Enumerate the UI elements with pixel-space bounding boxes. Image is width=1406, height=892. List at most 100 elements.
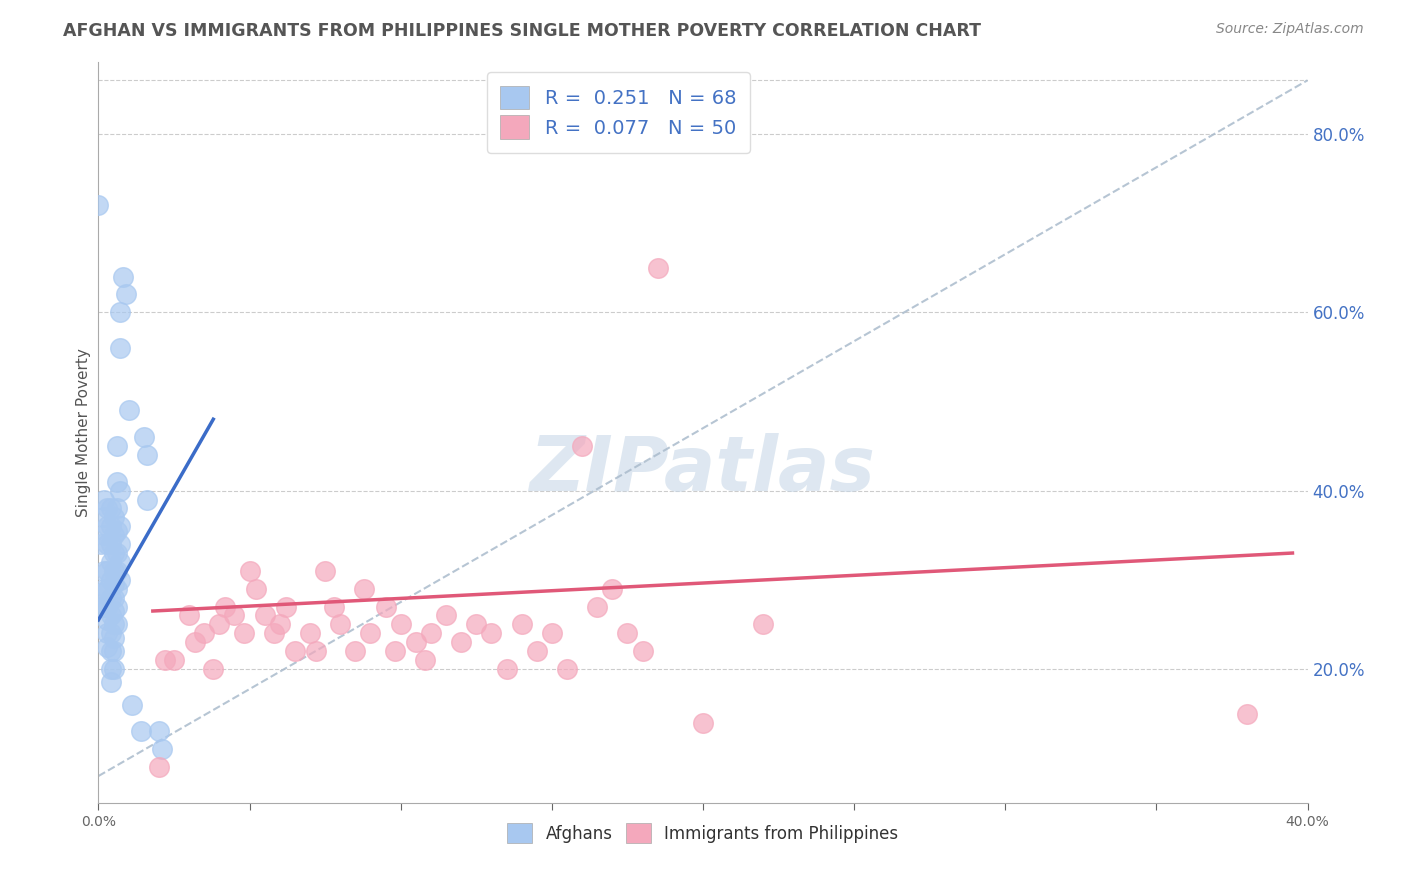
Point bbox=[602, 582, 624, 596]
Point bbox=[239, 564, 262, 578]
Point bbox=[405, 635, 427, 649]
Point bbox=[105, 617, 128, 632]
Point bbox=[253, 608, 276, 623]
Point bbox=[1236, 706, 1258, 721]
Point bbox=[108, 483, 131, 498]
Point bbox=[93, 564, 115, 578]
Point bbox=[647, 260, 669, 275]
Point bbox=[245, 582, 267, 596]
Point bbox=[108, 537, 131, 551]
Point bbox=[179, 608, 201, 623]
Point bbox=[752, 617, 775, 632]
Point bbox=[184, 635, 207, 649]
Point bbox=[103, 510, 125, 524]
Point bbox=[148, 724, 170, 739]
Point bbox=[100, 519, 122, 533]
Point bbox=[105, 564, 128, 578]
Point bbox=[129, 724, 152, 739]
Point bbox=[118, 403, 141, 417]
Point bbox=[105, 582, 128, 596]
Point bbox=[540, 626, 562, 640]
Point bbox=[631, 644, 654, 658]
Point bbox=[108, 573, 131, 587]
Point bbox=[208, 617, 231, 632]
Point bbox=[93, 528, 115, 542]
Point bbox=[108, 341, 131, 355]
Point bbox=[150, 742, 173, 756]
Point bbox=[93, 582, 115, 596]
Point bbox=[413, 653, 436, 667]
Point bbox=[108, 519, 131, 533]
Text: Source: ZipAtlas.com: Source: ZipAtlas.com bbox=[1216, 22, 1364, 37]
Point bbox=[103, 564, 125, 578]
Point bbox=[100, 626, 122, 640]
Point bbox=[96, 613, 118, 627]
Point bbox=[114, 287, 136, 301]
Point bbox=[420, 626, 443, 640]
Point bbox=[214, 599, 236, 614]
Point bbox=[108, 305, 131, 319]
Point bbox=[105, 599, 128, 614]
Point bbox=[100, 644, 122, 658]
Legend: Afghans, Immigrants from Philippines: Afghans, Immigrants from Philippines bbox=[501, 816, 905, 850]
Point bbox=[96, 537, 118, 551]
Point bbox=[93, 492, 115, 507]
Point bbox=[344, 644, 367, 658]
Point bbox=[284, 644, 307, 658]
Point bbox=[135, 448, 157, 462]
Point bbox=[274, 599, 297, 614]
Point bbox=[105, 439, 128, 453]
Point bbox=[163, 653, 186, 667]
Point bbox=[96, 640, 118, 654]
Point bbox=[465, 617, 488, 632]
Point bbox=[96, 519, 118, 533]
Point bbox=[555, 662, 578, 676]
Point bbox=[121, 698, 143, 712]
Point bbox=[103, 644, 125, 658]
Point bbox=[103, 604, 125, 618]
Point bbox=[193, 626, 215, 640]
Point bbox=[299, 626, 322, 640]
Text: AFGHAN VS IMMIGRANTS FROM PHILIPPINES SINGLE MOTHER POVERTY CORRELATION CHART: AFGHAN VS IMMIGRANTS FROM PHILIPPINES SI… bbox=[63, 22, 981, 40]
Point bbox=[103, 591, 125, 605]
Point bbox=[153, 653, 176, 667]
Point bbox=[103, 577, 125, 591]
Point bbox=[93, 510, 115, 524]
Point bbox=[232, 626, 254, 640]
Point bbox=[103, 617, 125, 632]
Point bbox=[96, 501, 118, 516]
Point bbox=[100, 501, 122, 516]
Point bbox=[96, 626, 118, 640]
Point bbox=[100, 608, 122, 623]
Point bbox=[305, 644, 328, 658]
Point bbox=[571, 439, 593, 453]
Point bbox=[132, 430, 155, 444]
Point bbox=[100, 555, 122, 569]
Point bbox=[384, 644, 406, 658]
Point bbox=[202, 662, 225, 676]
Point bbox=[374, 599, 396, 614]
Point bbox=[353, 582, 375, 596]
Point bbox=[148, 760, 170, 774]
Point bbox=[323, 599, 346, 614]
Point bbox=[90, 586, 112, 600]
Point bbox=[510, 617, 533, 632]
Point bbox=[100, 662, 122, 676]
Point bbox=[103, 528, 125, 542]
Point bbox=[111, 269, 134, 284]
Text: ZIPatlas: ZIPatlas bbox=[530, 433, 876, 507]
Point bbox=[100, 573, 122, 587]
Point bbox=[96, 582, 118, 596]
Point bbox=[105, 546, 128, 560]
Point bbox=[450, 635, 472, 649]
Point bbox=[103, 662, 125, 676]
Point bbox=[586, 599, 609, 614]
Point bbox=[103, 546, 125, 560]
Point bbox=[96, 599, 118, 614]
Point bbox=[135, 492, 157, 507]
Point bbox=[481, 626, 503, 640]
Point bbox=[93, 599, 115, 614]
Y-axis label: Single Mother Poverty: Single Mother Poverty bbox=[76, 348, 91, 517]
Point bbox=[100, 675, 122, 690]
Point bbox=[434, 608, 457, 623]
